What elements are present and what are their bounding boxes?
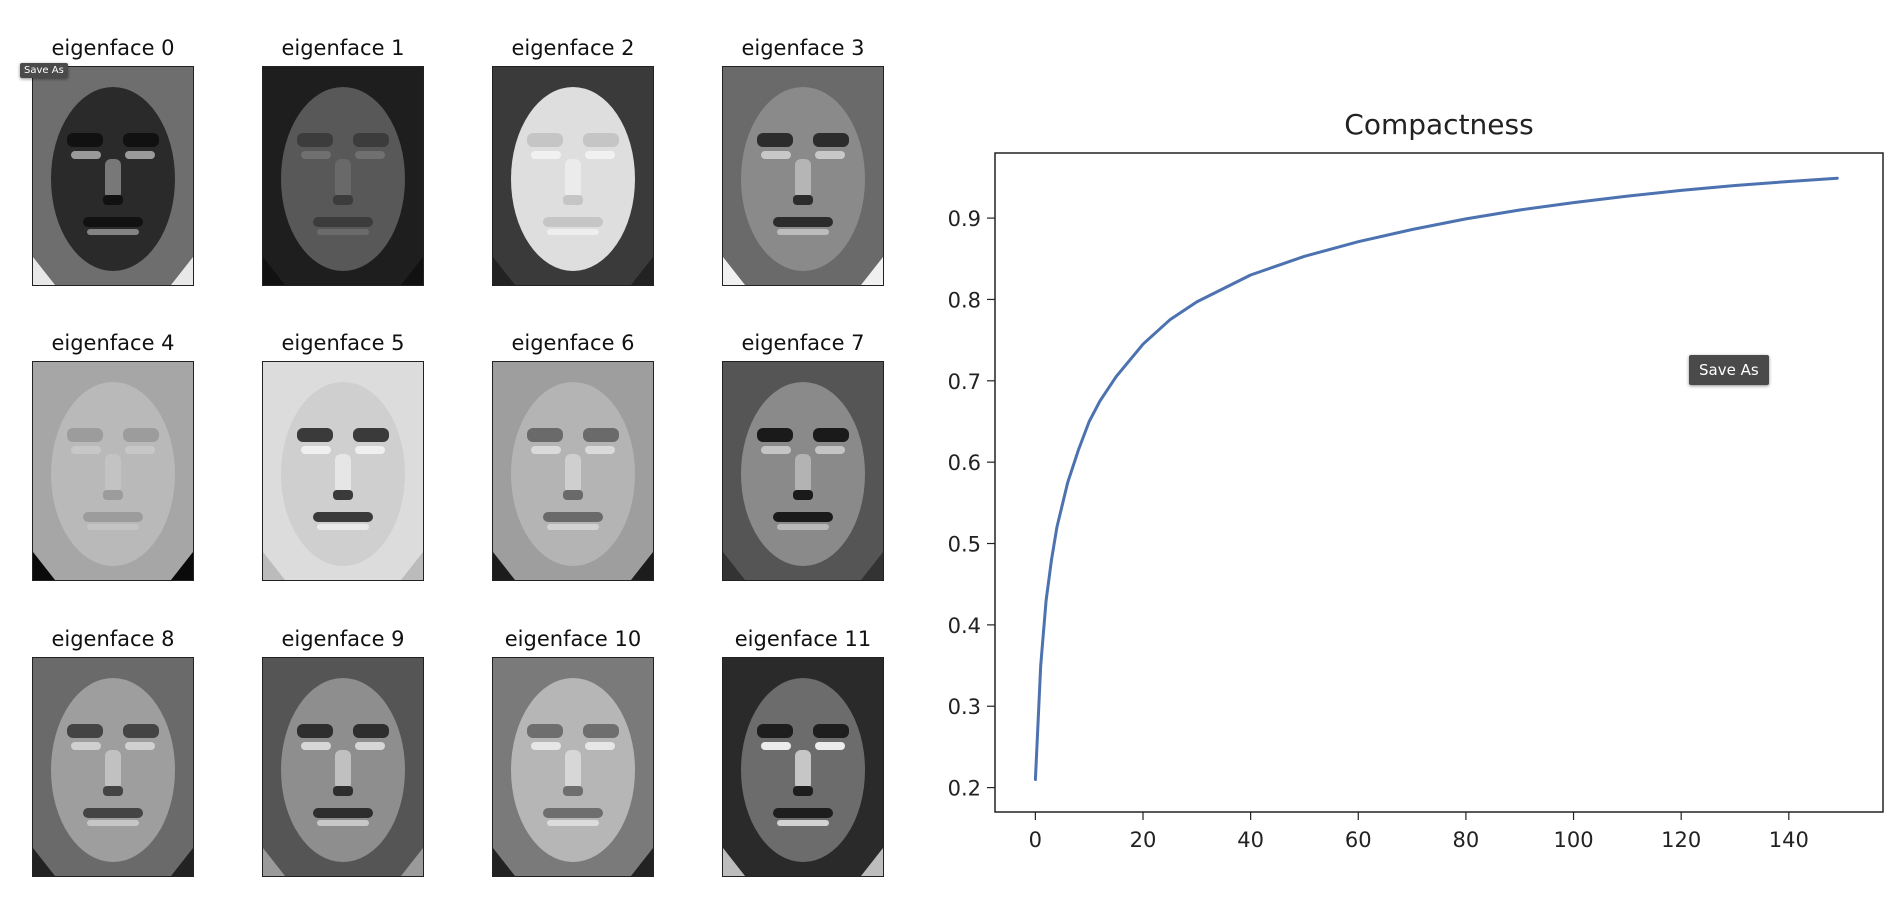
eigenface-title: eigenface 8 — [51, 627, 175, 651]
x-tick-label: 20 — [1130, 828, 1157, 852]
eigenface-image — [262, 657, 424, 877]
y-tick-label: 0.4 — [948, 614, 981, 638]
x-tick-label: 100 — [1553, 828, 1593, 852]
save-as-tooltip[interactable]: Save As — [1689, 355, 1769, 385]
eigenface-image — [722, 66, 884, 286]
y-tick-label: 0.3 — [948, 695, 981, 719]
eigenface-image — [262, 66, 424, 286]
eigenface-image — [722, 361, 884, 581]
x-tick-label: 80 — [1453, 828, 1480, 852]
eigenface-image — [262, 361, 424, 581]
y-tick-label: 0.2 — [948, 777, 981, 801]
compactness-chart-svg: Compactness 0 20 40 60 80 100 120 140 0.2 0.3 0.4 0.… — [948, 108, 1884, 852]
chart-title: Compactness — [1344, 108, 1533, 141]
eigenface-title: eigenface 1 — [281, 36, 405, 60]
eigenface-title: eigenface 9 — [281, 627, 405, 651]
eigenface-image — [32, 361, 194, 581]
plot-frame — [994, 152, 1884, 813]
eigenface-title: eigenface 11 — [734, 627, 872, 651]
x-tick-label: 140 — [1769, 828, 1809, 852]
eigenface-title: eigenface 4 — [51, 331, 175, 355]
y-tick-label: 0.5 — [948, 533, 981, 557]
eigenface-title: eigenface 0 — [51, 36, 175, 60]
eigenface-title: eigenface 3 — [741, 36, 865, 60]
x-tick-label: 0 — [1029, 828, 1042, 852]
eigenface-title: eigenface 7 — [741, 331, 865, 355]
eigenface-title: eigenface 5 — [281, 331, 405, 355]
y-tick-label: 0.6 — [948, 451, 981, 475]
eigenface-image — [492, 66, 654, 286]
y-tick-label: 0.9 — [948, 207, 981, 231]
x-tick-label: 40 — [1237, 828, 1264, 852]
compactness-chart: Compactness 0 20 40 60 80 100 120 140 0.2 0.3 0.4 0.… — [918, 96, 1898, 908]
eigenface-image — [32, 66, 194, 286]
eigenface-image — [492, 657, 654, 877]
y-tick-label: 0.7 — [948, 370, 981, 394]
eigenface-image — [722, 657, 884, 877]
save-as-tooltip[interactable]: Save As — [20, 63, 68, 78]
eigenface-title: eigenface 6 — [511, 331, 635, 355]
eigenface-image — [492, 361, 654, 581]
eigenface-title: eigenface 2 — [511, 36, 635, 60]
eigenface-title: eigenface 10 — [504, 627, 642, 651]
y-tick-label: 0.8 — [948, 288, 981, 312]
compactness-line — [1033, 176, 1839, 781]
eigenface-image — [32, 657, 194, 877]
x-tick-label: 120 — [1661, 828, 1701, 852]
x-tick-label: 60 — [1345, 828, 1372, 852]
